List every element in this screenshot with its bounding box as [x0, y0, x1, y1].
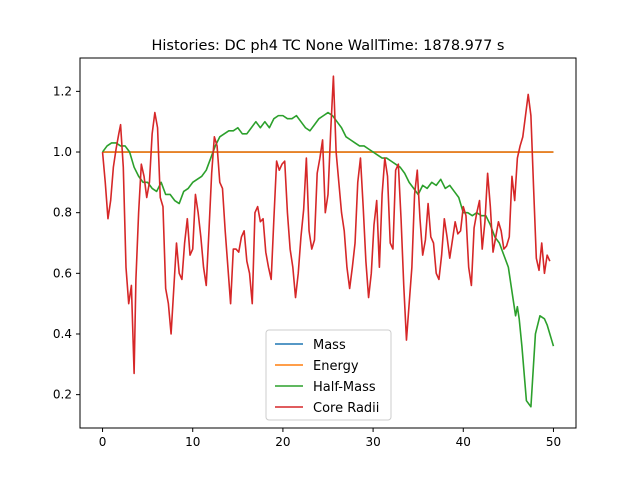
x-tick-label: 0 [99, 435, 107, 449]
x-tick-label: 50 [546, 435, 561, 449]
y-tick-label: 1.2 [53, 84, 72, 98]
x-tick-label: 40 [456, 435, 471, 449]
y-tick-label: 0.4 [53, 327, 72, 341]
legend-label-core-radii: Core Radii [313, 401, 379, 416]
legend-label-energy: Energy [313, 359, 359, 374]
x-tick-label: 20 [275, 435, 290, 449]
y-tick-label: 0.8 [53, 206, 72, 220]
x-tick-label: 30 [365, 435, 380, 449]
y-tick-label: 0.2 [53, 388, 72, 402]
series-layer [101, 75, 555, 408]
legend-box [265, 329, 392, 421]
axes-frame [79, 57, 577, 429]
y-axis: 0.2 0.4 0.6 0.8 1.0 1.2 [53, 84, 80, 402]
x-tick-label: 10 [185, 435, 200, 449]
legend-label-half-mass: Half-Mass [313, 380, 376, 395]
legend: Mass Energy Half-Mass Core Radii [265, 329, 392, 421]
y-tick-label: 0.6 [53, 266, 72, 280]
y-tick-label: 1.0 [53, 145, 72, 159]
chart-title: Histories: DC ph4 TC None WallTime: 1878… [152, 38, 505, 54]
x-axis: 0 10 20 30 40 50 [99, 428, 561, 449]
legend-label-mass: Mass [313, 338, 346, 353]
series-line-core-radii [101, 75, 551, 375]
series-line-half-mass [101, 111, 555, 408]
